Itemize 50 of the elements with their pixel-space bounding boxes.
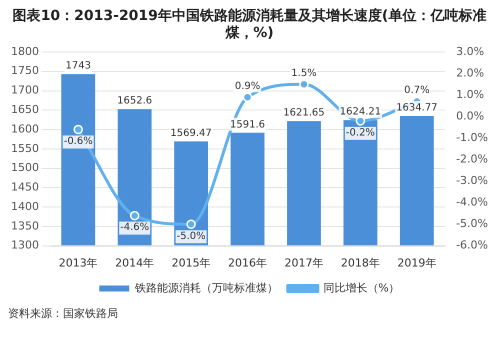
chart-title: 图表10：2013-2019年中国铁路能源消耗量及其增长速度(单位：亿吨标准煤，%) bbox=[12, 8, 488, 42]
x-tick-label: 2014年 bbox=[115, 256, 154, 270]
x-tick-label: 2016年 bbox=[228, 256, 268, 270]
y2-tick-label: 3.0% bbox=[456, 44, 484, 58]
x-tick-label: 2013年 bbox=[58, 256, 98, 270]
data-label: 1621.65 bbox=[283, 108, 325, 119]
point bbox=[73, 124, 83, 134]
data-label: 1743 bbox=[65, 60, 91, 72]
y-tick-label: 1650 bbox=[10, 103, 39, 116]
y2-tick-label: -6.0% bbox=[456, 238, 488, 252]
data-label: 1569.47 bbox=[170, 128, 212, 139]
data-label: 1624.21 bbox=[340, 106, 382, 118]
y2-tick-label: 1.0% bbox=[456, 88, 484, 101]
y2-tick-label: -3.0% bbox=[456, 174, 488, 188]
point bbox=[130, 210, 140, 220]
data-label: -5.0% bbox=[176, 230, 206, 242]
x-tick-label: 2018年 bbox=[340, 256, 380, 270]
text: 资料来源：国家铁路局 bbox=[8, 306, 119, 321]
y2-tick-label: -2.0% bbox=[456, 152, 488, 166]
legend-label: 同比增长（%） bbox=[323, 281, 400, 294]
data-label: 1591.6 bbox=[230, 119, 266, 130]
y-tick-label: 1550 bbox=[10, 142, 39, 155]
y2-tick-label: 0.0% bbox=[456, 109, 484, 122]
data-label: 1634.77 bbox=[396, 102, 438, 114]
y-tick-label: 1600 bbox=[10, 122, 39, 136]
y-tick-label: 1750 bbox=[10, 64, 39, 78]
data-label: 0.9% bbox=[234, 80, 260, 92]
y-tick-label: 1350 bbox=[10, 219, 39, 232]
y-tick-label: 1450 bbox=[10, 180, 39, 194]
y2-tick-label: -5.0% bbox=[456, 217, 488, 230]
y-tick-label: 1400 bbox=[10, 200, 39, 213]
y-tick-label: 1800 bbox=[10, 44, 39, 58]
data-label: -0.6% bbox=[64, 136, 93, 148]
data-label: -4.6% bbox=[120, 222, 150, 234]
point bbox=[242, 92, 252, 102]
data-label: 1652.6 bbox=[117, 96, 152, 107]
x-tick-label: 2019年 bbox=[397, 256, 436, 270]
y2-tick-label: -1.0% bbox=[456, 130, 488, 144]
x-tick-label: 2017年 bbox=[284, 256, 324, 270]
y-tick-label: 1700 bbox=[10, 84, 39, 97]
y2-tick-label: 2.0% bbox=[456, 66, 484, 80]
x-tick-label: 2015年 bbox=[172, 256, 211, 270]
y-tick-label: 1500 bbox=[10, 161, 39, 174]
point bbox=[186, 220, 196, 230]
y-tick-label: 1300 bbox=[10, 238, 39, 252]
legend-label: 铁路能源消耗（万吨标准煤） bbox=[134, 281, 278, 294]
data-label: 1.5% bbox=[291, 68, 317, 79]
data-label: 0.7% bbox=[404, 85, 430, 96]
y2-tick-label: -4.0% bbox=[456, 196, 488, 209]
data-label: -0.2% bbox=[346, 128, 375, 138]
